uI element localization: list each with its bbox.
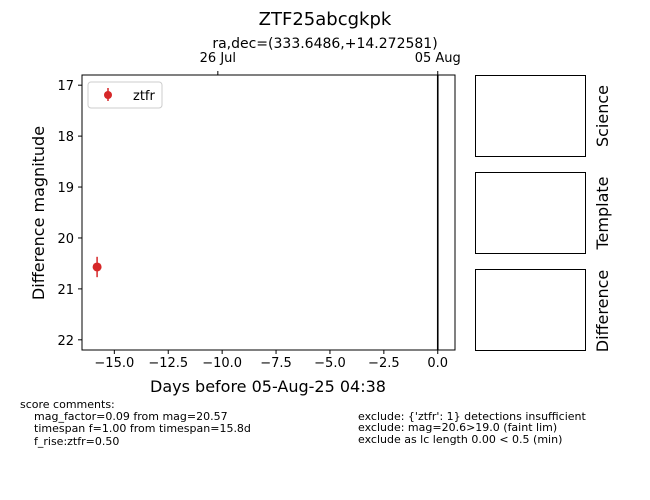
x-tick-label: 0.0 [427, 356, 448, 371]
figure-title: ZTF25abcgkpk [259, 9, 392, 30]
data-point [92, 262, 102, 272]
x-tick-label: −5.0 [314, 356, 346, 371]
legend: ztfr [87, 81, 163, 109]
comment-right-1: exclude: {'ztfr': 1} detections insuffic… [358, 410, 586, 423]
x-tick-label: −2.5 [368, 356, 400, 371]
top-tick-label: 05 Aug [415, 51, 461, 66]
y-tick-label: 18 [57, 130, 74, 145]
y-tick-label: 22 [57, 334, 74, 349]
comments-heading: score comments: [20, 398, 115, 411]
legend-marker [104, 91, 112, 99]
difference-thumbnail [475, 269, 586, 351]
y-axis-label: Difference magnitude [29, 126, 48, 300]
comment-right-2: exclude: mag=20.6>19.0 (faint lim) [358, 421, 558, 434]
comment-left-3: f_rise:ztfr=0.50 [34, 435, 120, 448]
comment-right-3: exclude as lc length 0.00 < 0.5 (min) [358, 433, 563, 446]
x-axis: −15.0 −12.5 −10.0 −7.5 −5.0 −2.5 0.0 [94, 350, 448, 371]
data-points [92, 256, 102, 278]
legend-box [87, 81, 163, 109]
y-tick-label: 19 [57, 181, 74, 196]
plot-area [81, 74, 456, 351]
top-tick-label: 26 Jul [200, 51, 236, 66]
y-tick-label: 20 [57, 232, 74, 247]
y-tick-label: 21 [57, 283, 74, 298]
science-thumbnail [475, 75, 586, 157]
y-tick-label: 17 [57, 79, 74, 94]
x-tick-label: −12.5 [148, 356, 188, 371]
comment-left-2: timespan f=1.00 from timespan=15.8d [34, 422, 251, 435]
x-axis-label: Days before 05-Aug-25 04:38 [150, 377, 386, 396]
template-label: Template [593, 176, 612, 250]
x-tick-label: −7.5 [260, 356, 292, 371]
y-axis: 17 18 19 20 21 22 [57, 79, 82, 349]
legend-label: ztfr [133, 89, 155, 104]
x-tick-label: −15.0 [94, 356, 134, 371]
x-tick-label: −10.0 [202, 356, 242, 371]
difference-label: Difference [593, 269, 612, 353]
top-date-axis: 26 Jul 05 Aug [200, 51, 461, 75]
template-thumbnail [475, 172, 586, 254]
science-label: Science [593, 84, 612, 148]
comment-left-1: mag_factor=0.09 from mag=20.57 [34, 410, 228, 423]
coords-label: ra,dec=(333.6486,+14.272581) [212, 36, 437, 52]
